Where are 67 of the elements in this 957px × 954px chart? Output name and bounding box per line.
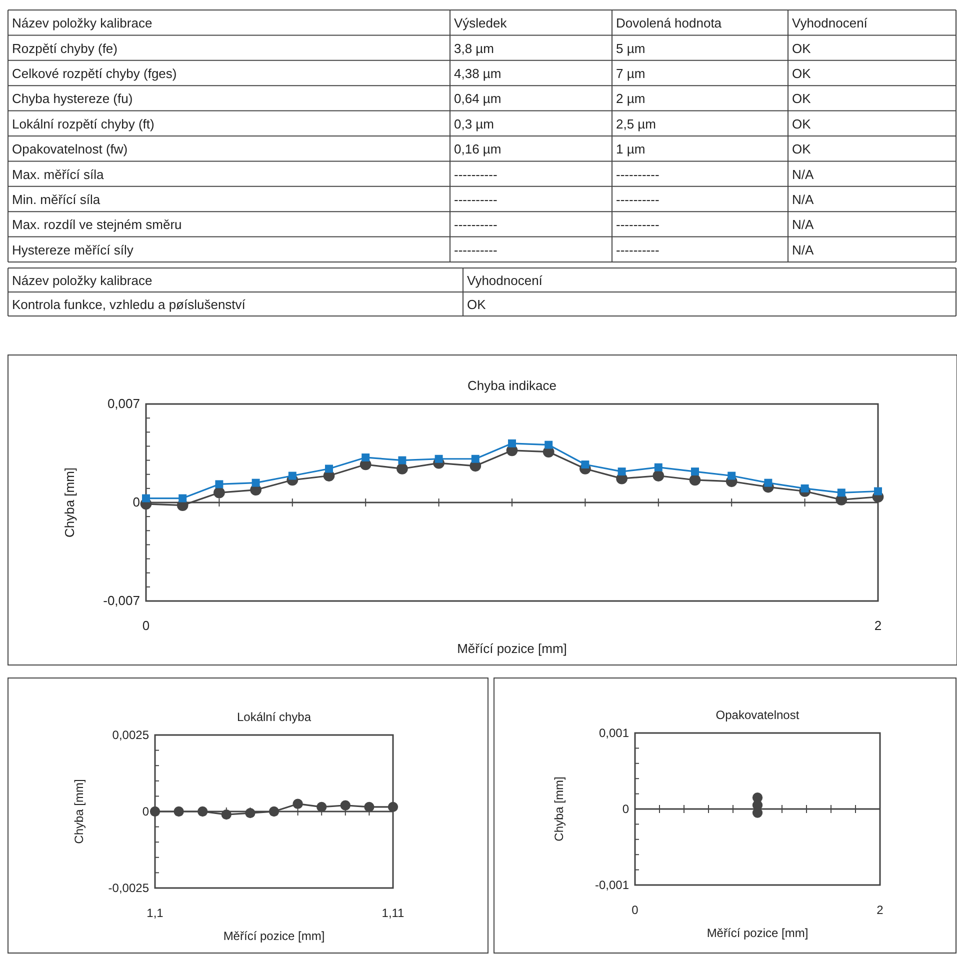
y-tick-label: 0 xyxy=(132,494,140,510)
y-axis-title: Chyba [mm] xyxy=(62,467,77,538)
text: Název položky kalibrace xyxy=(12,272,152,288)
x-axis-title: Měřící pozice [mm] xyxy=(223,929,325,943)
text: ---------- xyxy=(616,166,660,182)
text: ---------- xyxy=(616,192,660,208)
text: N/A xyxy=(792,217,814,232)
text: OK xyxy=(792,116,812,132)
text: N/A xyxy=(792,192,814,208)
text: N/A xyxy=(792,242,814,258)
text: OK xyxy=(792,91,812,106)
text: ---------- xyxy=(454,192,498,208)
y-tick-label: 0,007 xyxy=(107,396,140,412)
text: Vyhodnocení xyxy=(467,272,543,288)
text: 0,16 µm xyxy=(454,142,502,157)
y-tick-label: 0 xyxy=(622,802,630,816)
x-tick-label: 0 xyxy=(632,903,639,917)
text: Výsledek xyxy=(454,16,508,31)
y-axis-title: Chyba [mm] xyxy=(552,776,566,842)
text: Vyhodnocení xyxy=(792,16,868,31)
text: Hystereze měřící síly xyxy=(12,242,134,258)
y-tick-label: -0,007 xyxy=(103,593,140,608)
text: OK xyxy=(792,66,812,82)
text: 2 µm xyxy=(616,91,646,106)
y-tick-label: 0,0025 xyxy=(112,728,150,742)
text: ---------- xyxy=(454,242,498,258)
text: N/A xyxy=(792,166,814,182)
text: ---------- xyxy=(454,217,498,232)
text: Celkové rozpětí chyby (fges) xyxy=(12,66,177,82)
text: Rozpětí chyby (fe) xyxy=(12,40,118,56)
text: Chyba hystereze (fu) xyxy=(12,91,133,106)
x-tick-label: 1,11 xyxy=(382,906,405,920)
text: Max. měřící síla xyxy=(12,166,105,182)
text: 2,5 µm xyxy=(616,116,656,132)
chart-title: Opakovatelnost xyxy=(716,708,800,722)
y-tick-label: -0,001 xyxy=(594,878,630,892)
text: Min. měřící síla xyxy=(12,192,101,208)
y-tick-label: 0,001 xyxy=(598,726,630,740)
y-tick-label: 0 xyxy=(142,804,150,818)
text: ---------- xyxy=(454,166,498,182)
x-tick-label: 1,1 xyxy=(146,906,164,920)
text: Opakovatelnost (fw) xyxy=(12,142,128,157)
text: Dovolená hodnota xyxy=(616,16,722,31)
x-axis-title: Měřící pozice [mm] xyxy=(457,641,567,656)
text: Lokální rozpětí chyby (ft) xyxy=(12,116,154,132)
text: 7 µm xyxy=(616,66,646,82)
text: OK xyxy=(467,296,486,312)
x-axis-title: Měřící pozice [mm] xyxy=(706,926,808,940)
text: 4,38 µm xyxy=(454,66,502,82)
text: Název položky kalibrace xyxy=(12,16,152,31)
text: Kontrola funkce, vzhledu a pøíslušenství xyxy=(12,296,246,312)
y-tick-label: -0,0025 xyxy=(108,880,150,895)
chart-title: Chyba indikace xyxy=(468,378,556,393)
text: 1 µm xyxy=(616,142,646,157)
text: ---------- xyxy=(616,242,660,258)
text: 3,8 µm xyxy=(454,40,494,56)
text: Max. rozdíl ve stejném směru xyxy=(12,217,182,232)
chart-title: Lokální chyba xyxy=(236,710,312,724)
text: 0,64 µm xyxy=(454,91,502,106)
x-tick-label: 2 xyxy=(874,618,882,633)
text: OK xyxy=(792,40,812,56)
text: ---------- xyxy=(616,217,660,232)
text: 5 µm xyxy=(616,40,646,56)
y-axis-title: Chyba [mm] xyxy=(72,779,86,844)
text: 0,3 µm xyxy=(454,116,494,132)
x-tick-label: 2 xyxy=(876,903,884,917)
text: OK xyxy=(792,142,812,157)
